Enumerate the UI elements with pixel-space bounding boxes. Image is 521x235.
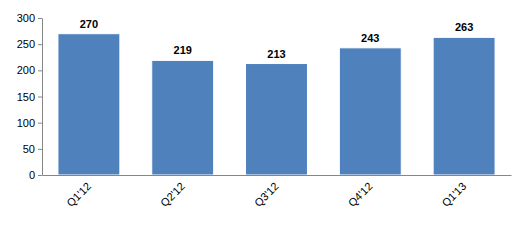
x-tick-label: Q2'12 (158, 180, 187, 209)
x-tick: Q1'13 (439, 175, 468, 209)
y-tick: 50 (23, 143, 42, 155)
data-label: 263 (455, 21, 473, 33)
y-tick: 200 (17, 64, 42, 76)
bar (58, 34, 120, 175)
bars (58, 34, 495, 175)
y-tick-label: 0 (29, 169, 35, 181)
y-tick-mark (38, 44, 42, 45)
x-tick: Q2'12 (158, 175, 187, 209)
y-tick-mark (38, 70, 42, 71)
y-tick: 150 (17, 91, 42, 103)
x-tick-label: Q1'12 (64, 180, 93, 209)
data-label: 270 (80, 18, 98, 30)
x-tick: Q1'12 (64, 175, 93, 209)
y-tick-label: 250 (17, 38, 35, 50)
y-tick: 0 (29, 169, 42, 181)
y-tick: 250 (17, 38, 42, 50)
data-label: 219 (174, 44, 192, 56)
y-axis-line (42, 19, 43, 176)
bar (433, 37, 495, 175)
data-labels: 270 219 213 243 263 (80, 18, 474, 60)
y-tick-label: 150 (17, 91, 35, 103)
y-tick-mark (38, 149, 42, 150)
y-tick-label: 200 (17, 64, 35, 76)
bar (246, 64, 308, 175)
x-tick: Q4'12 (346, 175, 375, 209)
data-label: 213 (267, 48, 285, 60)
y-tick-mark (38, 18, 42, 19)
x-tick: Q3'12 (252, 175, 281, 209)
y-tick-label: 300 (17, 12, 35, 24)
x-tick-label: Q3'12 (252, 180, 281, 209)
plot: 050100150200250300Q1'12Q2'12Q3'12Q4'12Q1… (17, 12, 512, 209)
y-tick-mark (38, 97, 42, 98)
bar (339, 48, 401, 175)
data-label: 243 (361, 32, 379, 44)
y-tick-label: 100 (17, 117, 35, 129)
y-tick: 100 (17, 117, 42, 129)
y-tick-label: 50 (23, 143, 35, 155)
y-tick: 300 (17, 12, 42, 24)
x-axis-line (43, 175, 512, 176)
x-tick-label: Q1'13 (439, 180, 468, 209)
y-axis: 0 50 100 150 200 250 300 (17, 12, 43, 181)
chart: 050100150200250300Q1'12Q2'12Q3'12Q4'12Q1… (0, 0, 521, 235)
x-axis: Q1'12 Q2'12 Q3'12 Q4'12 Q1'13 (43, 175, 512, 209)
bar (152, 60, 214, 175)
y-tick-mark (38, 123, 42, 124)
x-tick-label: Q4'12 (346, 180, 375, 209)
y-tick-mark (38, 175, 42, 176)
